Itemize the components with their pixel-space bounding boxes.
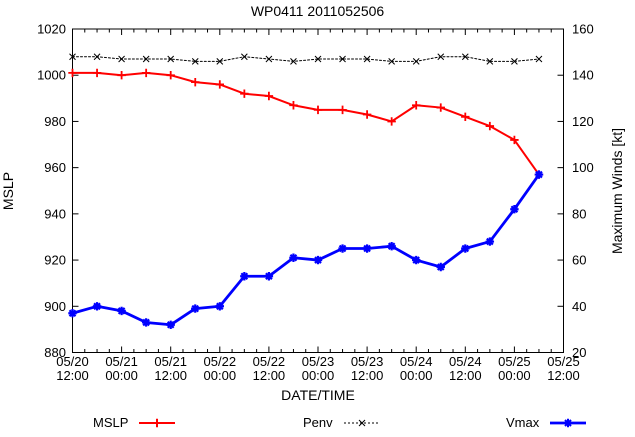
y-tick-label-right: 60 xyxy=(572,253,586,268)
x-tick-label: 05/25 12:00 xyxy=(547,354,580,383)
series-penv xyxy=(69,53,543,65)
y-tick-label-left: 1000 xyxy=(37,68,66,83)
series-vmax xyxy=(68,170,544,329)
plot-area: 05/20 12:00 05/21 00:00 05/21 12:00 05/22 00:00… xyxy=(37,22,594,384)
legend-sample-vmax-icon xyxy=(550,418,587,428)
y-tick-label-right: 80 xyxy=(572,206,586,221)
y-tick-label-right: 140 xyxy=(572,68,594,83)
y-tick-label-right: 20 xyxy=(572,345,586,360)
plot-border xyxy=(72,28,564,353)
x-tick-label: 05/22 00:00 xyxy=(204,354,237,383)
x-tick-label: 05/20 12:00 xyxy=(56,354,89,383)
x-tick-label: 05/23 12:00 xyxy=(351,354,384,383)
y-tick-label-left: 1020 xyxy=(37,22,66,37)
y-tick-label-right: 100 xyxy=(572,160,594,175)
y-tick-label-right: 160 xyxy=(572,22,594,37)
x-tick-label: 05/24 12:00 xyxy=(449,354,482,383)
legend-label-penv: Penv xyxy=(303,414,333,430)
chart-title: WP0411 2011052506 xyxy=(250,3,385,19)
x-tick-label: 05/21 12:00 xyxy=(154,354,187,383)
left-axis-title: MSLP xyxy=(0,172,16,210)
x-tick-label: 05/24 00:00 xyxy=(400,354,433,383)
series-mslp xyxy=(68,68,544,179)
x-tick-label: 05/25 00:00 xyxy=(498,354,531,383)
x-tick-label: 05/21 00:00 xyxy=(105,354,138,383)
legend-item-penv: Penv xyxy=(303,413,382,431)
y-tick-label-left: 900 xyxy=(44,299,66,314)
y-tick-label-left: 940 xyxy=(44,206,66,221)
legend-item-mslp: MSLP xyxy=(93,413,177,431)
legend-item-vmax: Vmax xyxy=(506,413,588,431)
legend-sample-penv-icon xyxy=(343,419,380,427)
y-tick-label-right: 120 xyxy=(572,114,594,129)
x-axis-title: DATE/TIME xyxy=(281,387,355,403)
x-tick-label: 05/22 12:00 xyxy=(253,354,286,383)
y-tick-label-right: 40 xyxy=(572,299,586,314)
legend-label-mslp: MSLP xyxy=(93,414,129,430)
y-tick-label-left: 920 xyxy=(44,253,66,268)
y-tick-label-left: 980 xyxy=(44,114,66,129)
x-axis-ticks: 05/20 12:00 05/21 00:00 05/21 12:00 05/22 00:00… xyxy=(56,29,580,383)
y-axis-ticks: 880 900 920 940 960 980 1000 1020 20 40 60 80 100 120… xyxy=(37,22,594,361)
legend-label-vmax: Vmax xyxy=(506,414,540,430)
right-axis-title: Maximum Winds [kt] xyxy=(609,128,625,254)
x-tick-label: 05/23 00:00 xyxy=(302,354,335,383)
y-tick-label-left: 880 xyxy=(44,345,66,360)
y-tick-label-left: 960 xyxy=(44,160,66,175)
legend-sample-mslp-icon xyxy=(139,418,176,428)
